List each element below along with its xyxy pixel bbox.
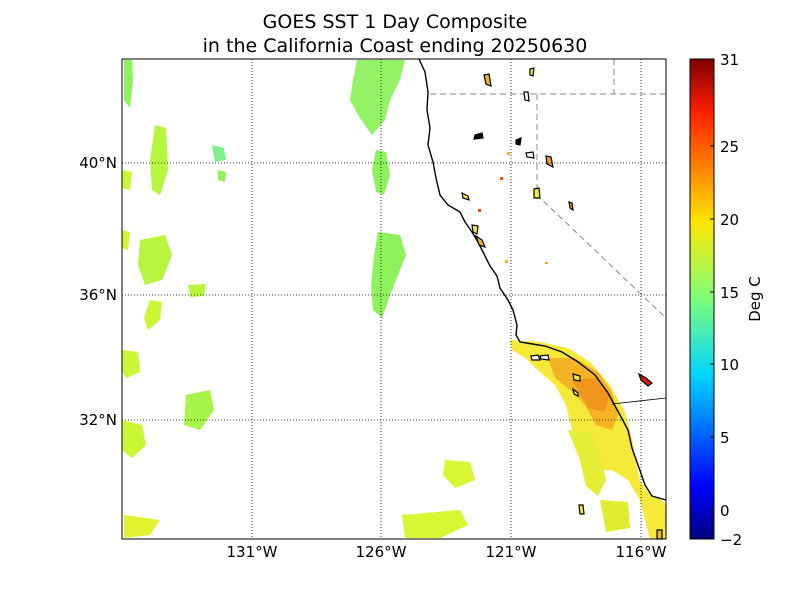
colorbar	[689, 58, 715, 540]
graticule	[122, 59, 666, 539]
sst-patch	[122, 170, 132, 190]
sst-patch	[443, 460, 475, 488]
lon-label: 131°W	[227, 543, 278, 561]
sst-patch	[122, 230, 130, 250]
sst-patch	[372, 150, 390, 195]
colorbar-tick-label: 15	[720, 284, 739, 302]
lat-label: 36°N	[79, 286, 117, 304]
sst-patch	[212, 145, 226, 162]
colorbar-tick-label: −2	[720, 531, 742, 549]
inland-hotspots	[478, 152, 548, 264]
sst-patch	[600, 500, 630, 532]
sst-patch	[188, 284, 206, 297]
sst-patch	[218, 170, 226, 182]
lat-label: 32°N	[79, 411, 117, 429]
colorbar-tick-label: 20	[720, 211, 739, 229]
sst-patch	[371, 232, 406, 318]
colorbar-tick-label: 25	[720, 138, 739, 156]
sst-patch	[350, 60, 405, 135]
colorbar-tick-label: 0	[720, 502, 730, 520]
plot-frame	[121, 58, 667, 540]
lat-label: 40°N	[79, 154, 117, 172]
lon-label: 116°W	[616, 543, 667, 561]
sst-data-layer	[122, 60, 666, 539]
plot-area	[122, 59, 666, 539]
lon-label: 121°W	[486, 543, 537, 561]
sst-patch	[122, 420, 146, 458]
sst-patch	[568, 430, 606, 496]
coastline	[418, 58, 667, 501]
inland-lakes	[461, 67, 663, 540]
chart-title-line-1: GOES SST 1 Day Composite	[262, 11, 528, 33]
colorbar-tick-label: 5	[720, 429, 730, 447]
sst-patch	[124, 60, 133, 108]
sst-patch	[150, 125, 168, 195]
sst-patch	[124, 515, 160, 538]
lon-label: 126°W	[356, 543, 407, 561]
sst-patch	[138, 235, 172, 285]
mexico-border	[611, 397, 667, 405]
sst-patch	[122, 350, 140, 378]
colorbar-ticks	[710, 58, 714, 540]
sst-warm-core	[572, 378, 610, 412]
sst-patch	[402, 510, 468, 538]
colorbar-label: Deg C	[746, 276, 764, 322]
colorbar-tick-label: 31	[720, 51, 739, 69]
sst-patch	[144, 300, 162, 330]
chart-title-line-2: in the California Coast ending 20250630	[202, 35, 588, 57]
colorbar-tick-label: 10	[720, 356, 739, 374]
